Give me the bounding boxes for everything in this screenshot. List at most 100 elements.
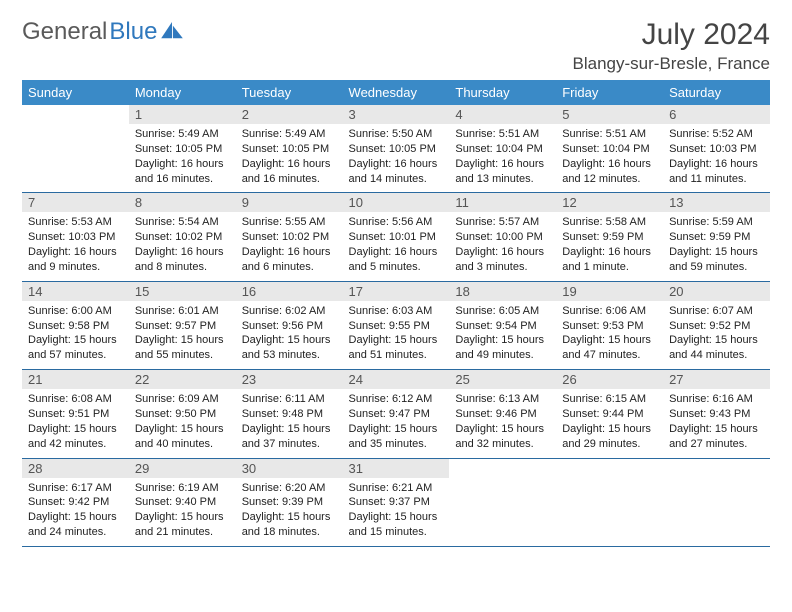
day-info: Sunrise: 5:56 AMSunset: 10:01 PMDaylight… bbox=[343, 212, 450, 280]
day-info: Sunrise: 6:12 AMSunset: 9:47 PMDaylight:… bbox=[343, 389, 450, 457]
day-info: Sunrise: 5:54 AMSunset: 10:02 PMDaylight… bbox=[129, 212, 236, 280]
day-number: 26 bbox=[556, 370, 663, 389]
day-info: Sunrise: 6:19 AMSunset: 9:40 PMDaylight:… bbox=[129, 478, 236, 546]
weekday-header: Tuesday bbox=[236, 80, 343, 105]
calendar-cell: 25Sunrise: 6:13 AMSunset: 9:46 PMDayligh… bbox=[449, 370, 556, 458]
page-title: July 2024 bbox=[642, 18, 770, 52]
calendar-cell: 13Sunrise: 5:59 AMSunset: 9:59 PMDayligh… bbox=[663, 193, 770, 281]
day-info: Sunrise: 6:06 AMSunset: 9:53 PMDaylight:… bbox=[556, 301, 663, 369]
day-number: 15 bbox=[129, 282, 236, 301]
weekday-header: Thursday bbox=[449, 80, 556, 105]
day-info: Sunrise: 5:55 AMSunset: 10:02 PMDaylight… bbox=[236, 212, 343, 280]
day-info: Sunrise: 6:20 AMSunset: 9:39 PMDaylight:… bbox=[236, 478, 343, 546]
calendar-cell: 14Sunrise: 6:00 AMSunset: 9:58 PMDayligh… bbox=[22, 281, 129, 369]
day-info: Sunrise: 6:01 AMSunset: 9:57 PMDaylight:… bbox=[129, 301, 236, 369]
day-number: 2 bbox=[236, 105, 343, 124]
day-info: Sunrise: 6:03 AMSunset: 9:55 PMDaylight:… bbox=[343, 301, 450, 369]
weekday-header: Wednesday bbox=[343, 80, 450, 105]
day-info: Sunrise: 6:21 AMSunset: 9:37 PMDaylight:… bbox=[343, 478, 450, 546]
calendar-cell: 24Sunrise: 6:12 AMSunset: 9:47 PMDayligh… bbox=[343, 370, 450, 458]
day-info: Sunrise: 6:16 AMSunset: 9:43 PMDaylight:… bbox=[663, 389, 770, 457]
day-info: Sunrise: 5:52 AMSunset: 10:03 PMDaylight… bbox=[663, 124, 770, 192]
calendar-cell bbox=[556, 458, 663, 546]
calendar-cell: 3Sunrise: 5:50 AMSunset: 10:05 PMDayligh… bbox=[343, 105, 450, 193]
calendar-table: SundayMondayTuesdayWednesdayThursdayFrid… bbox=[22, 80, 770, 547]
location-label: Blangy-sur-Bresle, France bbox=[22, 54, 770, 74]
day-info: Sunrise: 5:49 AMSunset: 10:05 PMDaylight… bbox=[236, 124, 343, 192]
day-info: Sunrise: 5:51 AMSunset: 10:04 PMDaylight… bbox=[449, 124, 556, 192]
calendar-cell: 28Sunrise: 6:17 AMSunset: 9:42 PMDayligh… bbox=[22, 458, 129, 546]
calendar-cell: 9Sunrise: 5:55 AMSunset: 10:02 PMDayligh… bbox=[236, 193, 343, 281]
day-number: 13 bbox=[663, 193, 770, 212]
calendar-cell: 11Sunrise: 5:57 AMSunset: 10:00 PMDaylig… bbox=[449, 193, 556, 281]
day-number: 22 bbox=[129, 370, 236, 389]
calendar-cell: 20Sunrise: 6:07 AMSunset: 9:52 PMDayligh… bbox=[663, 281, 770, 369]
day-number: 19 bbox=[556, 282, 663, 301]
day-info: Sunrise: 5:57 AMSunset: 10:00 PMDaylight… bbox=[449, 212, 556, 280]
calendar-cell: 29Sunrise: 6:19 AMSunset: 9:40 PMDayligh… bbox=[129, 458, 236, 546]
day-number: 28 bbox=[22, 459, 129, 478]
day-number: 24 bbox=[343, 370, 450, 389]
day-number: 9 bbox=[236, 193, 343, 212]
calendar-cell: 8Sunrise: 5:54 AMSunset: 10:02 PMDayligh… bbox=[129, 193, 236, 281]
day-info: Sunrise: 6:05 AMSunset: 9:54 PMDaylight:… bbox=[449, 301, 556, 369]
day-number: 30 bbox=[236, 459, 343, 478]
day-info: Sunrise: 5:51 AMSunset: 10:04 PMDaylight… bbox=[556, 124, 663, 192]
calendar-cell: 22Sunrise: 6:09 AMSunset: 9:50 PMDayligh… bbox=[129, 370, 236, 458]
day-number: 3 bbox=[343, 105, 450, 124]
brand-part2: Blue bbox=[109, 18, 157, 46]
day-info: Sunrise: 6:08 AMSunset: 9:51 PMDaylight:… bbox=[22, 389, 129, 457]
day-number: 21 bbox=[22, 370, 129, 389]
day-info: Sunrise: 5:53 AMSunset: 10:03 PMDaylight… bbox=[22, 212, 129, 280]
day-info: Sunrise: 6:15 AMSunset: 9:44 PMDaylight:… bbox=[556, 389, 663, 457]
day-info: Sunrise: 5:49 AMSunset: 10:05 PMDaylight… bbox=[129, 124, 236, 192]
calendar-cell: 19Sunrise: 6:06 AMSunset: 9:53 PMDayligh… bbox=[556, 281, 663, 369]
brand-logo: GeneralBlue bbox=[22, 18, 183, 46]
day-number: 23 bbox=[236, 370, 343, 389]
day-number: 18 bbox=[449, 282, 556, 301]
calendar-cell: 4Sunrise: 5:51 AMSunset: 10:04 PMDayligh… bbox=[449, 105, 556, 193]
calendar-cell: 16Sunrise: 6:02 AMSunset: 9:56 PMDayligh… bbox=[236, 281, 343, 369]
calendar-cell: 5Sunrise: 5:51 AMSunset: 10:04 PMDayligh… bbox=[556, 105, 663, 193]
calendar-cell: 27Sunrise: 6:16 AMSunset: 9:43 PMDayligh… bbox=[663, 370, 770, 458]
day-number: 11 bbox=[449, 193, 556, 212]
day-number: 31 bbox=[343, 459, 450, 478]
day-number: 14 bbox=[22, 282, 129, 301]
day-info: Sunrise: 6:13 AMSunset: 9:46 PMDaylight:… bbox=[449, 389, 556, 457]
weekday-header: Saturday bbox=[663, 80, 770, 105]
day-number: 25 bbox=[449, 370, 556, 389]
day-number: 1 bbox=[129, 105, 236, 124]
logo-sail-icon bbox=[161, 22, 183, 40]
calendar-cell: 31Sunrise: 6:21 AMSunset: 9:37 PMDayligh… bbox=[343, 458, 450, 546]
calendar-cell: 15Sunrise: 6:01 AMSunset: 9:57 PMDayligh… bbox=[129, 281, 236, 369]
day-number: 8 bbox=[129, 193, 236, 212]
day-info: Sunrise: 6:00 AMSunset: 9:58 PMDaylight:… bbox=[22, 301, 129, 369]
calendar-cell: 17Sunrise: 6:03 AMSunset: 9:55 PMDayligh… bbox=[343, 281, 450, 369]
calendar-cell: 1Sunrise: 5:49 AMSunset: 10:05 PMDayligh… bbox=[129, 105, 236, 193]
day-info: Sunrise: 6:11 AMSunset: 9:48 PMDaylight:… bbox=[236, 389, 343, 457]
day-number: 4 bbox=[449, 105, 556, 124]
calendar-cell: 2Sunrise: 5:49 AMSunset: 10:05 PMDayligh… bbox=[236, 105, 343, 193]
calendar-cell: 23Sunrise: 6:11 AMSunset: 9:48 PMDayligh… bbox=[236, 370, 343, 458]
day-info: Sunrise: 6:17 AMSunset: 9:42 PMDaylight:… bbox=[22, 478, 129, 546]
day-number: 5 bbox=[556, 105, 663, 124]
day-info: Sunrise: 6:09 AMSunset: 9:50 PMDaylight:… bbox=[129, 389, 236, 457]
weekday-header: Monday bbox=[129, 80, 236, 105]
day-info: Sunrise: 5:59 AMSunset: 9:59 PMDaylight:… bbox=[663, 212, 770, 280]
day-info: Sunrise: 6:02 AMSunset: 9:56 PMDaylight:… bbox=[236, 301, 343, 369]
weekday-header: Sunday bbox=[22, 80, 129, 105]
day-info: Sunrise: 6:07 AMSunset: 9:52 PMDaylight:… bbox=[663, 301, 770, 369]
calendar-cell: 12Sunrise: 5:58 AMSunset: 9:59 PMDayligh… bbox=[556, 193, 663, 281]
day-info: Sunrise: 5:58 AMSunset: 9:59 PMDaylight:… bbox=[556, 212, 663, 280]
calendar-cell: 21Sunrise: 6:08 AMSunset: 9:51 PMDayligh… bbox=[22, 370, 129, 458]
day-number: 10 bbox=[343, 193, 450, 212]
day-number: 29 bbox=[129, 459, 236, 478]
calendar-cell: 26Sunrise: 6:15 AMSunset: 9:44 PMDayligh… bbox=[556, 370, 663, 458]
calendar-cell: 7Sunrise: 5:53 AMSunset: 10:03 PMDayligh… bbox=[22, 193, 129, 281]
calendar-cell: 18Sunrise: 6:05 AMSunset: 9:54 PMDayligh… bbox=[449, 281, 556, 369]
day-number: 6 bbox=[663, 105, 770, 124]
calendar-cell bbox=[663, 458, 770, 546]
brand-part1: General bbox=[22, 18, 107, 46]
calendar-cell bbox=[22, 105, 129, 193]
day-number: 16 bbox=[236, 282, 343, 301]
